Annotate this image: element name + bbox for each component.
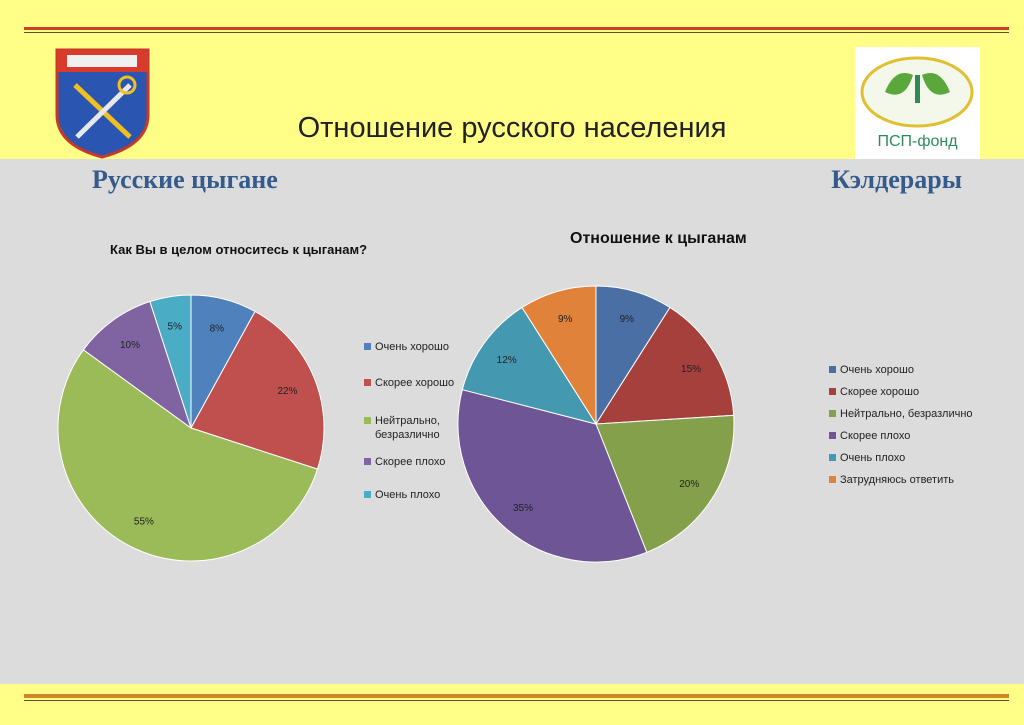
right-chart-title: Отношение к цыганам	[570, 230, 747, 247]
pie-slice-1-4	[461, 306, 598, 425]
data-label-1-2: 20%	[679, 479, 699, 490]
data-label-1-0: 9%	[620, 314, 635, 325]
data-label-1-5: 9%	[558, 314, 573, 325]
bottom-divider	[24, 694, 1009, 701]
right-legend: Очень хорошо Скорее хорошо Нейтрально, без…	[829, 363, 1009, 493]
data-label-0-3: 10%	[120, 340, 140, 351]
data-label-1-3: 35%	[513, 503, 533, 514]
legend-swatch	[829, 366, 836, 373]
legend-label: Затрудняюсь ответить	[840, 474, 955, 486]
legend-swatch	[829, 410, 836, 417]
data-label-0-0: 8%	[210, 324, 225, 335]
legend-swatch	[364, 458, 371, 465]
legend-swatch	[364, 491, 371, 498]
legend-label: Очень плохо	[840, 452, 906, 464]
legend-swatch	[364, 417, 371, 424]
pie-slice-1-2	[595, 414, 735, 553]
legend-label: Скорее плохо	[375, 456, 446, 468]
legend-label: Нейтрально, безразлично	[375, 415, 440, 441]
right-section-title: Кэлдерары	[831, 165, 962, 194]
legend-label: Очень хорошо	[840, 364, 914, 376]
pie-slice-1-3	[457, 389, 648, 563]
left-chart-title: Как Вы в целом относитесь к цыганам?	[110, 242, 368, 257]
top-divider	[24, 27, 1009, 33]
legend-swatch	[829, 388, 836, 395]
data-label-1-4: 12%	[497, 355, 517, 366]
legend-swatch	[364, 343, 371, 350]
legend-label: Скорее хорошо	[840, 386, 920, 398]
pie-slice-0-4	[149, 294, 192, 429]
pie-slice-0-3	[82, 300, 192, 430]
legend-swatch	[829, 454, 836, 461]
data-label-0-4: 5%	[168, 322, 183, 333]
data-label-0-2: 55%	[134, 516, 154, 527]
pie-slice-1-5	[521, 285, 597, 426]
pie-slice-1-1	[595, 306, 735, 425]
legend-swatch	[829, 476, 836, 483]
slide-title: Отношение русского населения	[297, 112, 727, 144]
pie-slice-0-1	[190, 310, 325, 470]
legend-label: Скорее хорошо	[375, 377, 455, 389]
data-label-1-1: 15%	[681, 364, 701, 375]
legend-swatch	[829, 432, 836, 439]
left-legend: Очень хорошо Скорее хорошо Нейтрально, безр…	[364, 340, 484, 510]
psp-fund-logo: ПСП-фонд	[855, 47, 980, 159]
pie-slice-0-2	[57, 349, 319, 562]
left-section-title: Русские цыгане	[92, 165, 278, 194]
logo-text: ПСП-фонд	[877, 133, 958, 150]
legend-label: Очень хорошо	[375, 341, 449, 353]
coat-of-arms-icon	[55, 45, 150, 160]
legend-label: Нейтрально, безразлично	[840, 408, 973, 420]
legend-label: Скорее плохо	[840, 430, 911, 442]
legend-label: Очень плохо	[375, 489, 441, 501]
data-label-0-1: 22%	[277, 386, 297, 397]
legend-swatch	[364, 379, 371, 386]
